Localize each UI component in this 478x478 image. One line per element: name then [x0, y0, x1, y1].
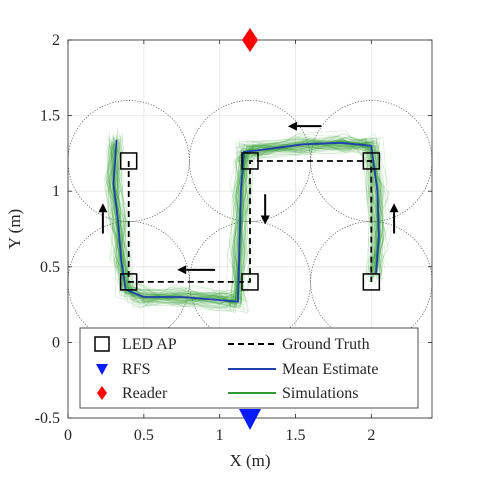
simulation-path-51 — [111, 138, 379, 303]
y-tick-label-4: 1.5 — [40, 108, 60, 125]
simulation-path-24 — [108, 141, 384, 302]
simulation-path-42 — [108, 135, 384, 307]
simulation-path-53 — [115, 138, 381, 303]
simulation-path-17 — [106, 137, 385, 309]
y-axis-label: Y (m) — [5, 209, 24, 249]
legend-label-5: Simulations — [282, 385, 358, 402]
legend-label-0: LED AP — [122, 336, 177, 353]
simulation-path-20 — [111, 141, 381, 304]
axis-ticks: 0 0.5 1 1.5 2-0.500.511.52 — [35, 32, 432, 444]
legend-label-2: RFS — [122, 361, 150, 378]
simulation-path-35 — [110, 138, 383, 310]
simulation-path-56 — [117, 136, 377, 306]
simulation-path-26 — [110, 139, 385, 308]
simulation-path-36 — [111, 141, 387, 302]
simulation-path-85 — [107, 135, 374, 309]
x-tick-label-1: 0.5 — [134, 427, 154, 444]
direction-arrow-head-1 — [177, 265, 187, 275]
direction-arrow-head-0 — [98, 203, 108, 213]
simulation-path-22 — [112, 135, 383, 302]
x-tick-label-2: 1 — [216, 427, 224, 444]
simulation-path-62 — [109, 141, 385, 308]
simulation-path-30 — [114, 142, 378, 304]
legend-label-4: Reader — [122, 385, 168, 402]
led-ap-marker-3 — [241, 152, 259, 170]
led-ap-marker-0 — [119, 152, 138, 170]
x-tick-label-4: 2 — [367, 427, 375, 444]
y-tick-label-2: 0.5 — [40, 259, 60, 276]
simulation-path-87 — [117, 136, 375, 312]
simulation-path-54 — [112, 134, 386, 302]
simulation-path-83 — [115, 136, 383, 300]
simulation-path-4 — [110, 140, 387, 299]
direction-arrow-head-2 — [260, 215, 270, 225]
simulation-path-23 — [115, 140, 382, 299]
coverage-circle-0 — [67, 100, 190, 222]
simulation-path-27 — [110, 138, 384, 310]
simulation-path-38 — [107, 135, 381, 308]
legend-label-1: Ground Truth — [282, 336, 370, 353]
simulation-path-55 — [111, 140, 380, 306]
simulation-path-77 — [112, 131, 378, 309]
special-markers — [239, 28, 261, 430]
legend-marker-triangle-down — [96, 364, 108, 375]
ground-truth-line — [127, 160, 373, 283]
led-ap-marker-4 — [362, 152, 381, 170]
simulation-path-76 — [110, 135, 381, 301]
y-tick-label-0: -0.5 — [35, 410, 60, 427]
direction-arrow-head-3 — [287, 121, 297, 131]
simulation-path-89 — [106, 133, 390, 309]
simulation-path-67 — [116, 135, 388, 305]
legend-marker-diamond — [97, 386, 107, 400]
simulation-path-52 — [113, 142, 385, 306]
simulation-path-11 — [109, 138, 381, 305]
y-tick-label-5: 2 — [52, 32, 60, 49]
led-ap-marker-2 — [241, 273, 259, 291]
simulation-path-8 — [105, 137, 384, 310]
y-tick-label-3: 1 — [52, 183, 60, 200]
simulation-path-64 — [110, 134, 381, 304]
simulation-path-1 — [113, 140, 378, 302]
legend: LED AP Ground Truth RFS Mean Estimate Reader… — [79, 327, 419, 409]
legend-label-3: Mean Estimate — [282, 361, 378, 378]
simulation-path-88 — [115, 143, 382, 304]
simulation-path-47 — [105, 139, 382, 313]
simulation-path-13 — [109, 137, 382, 299]
ground-truth-layer — [127, 160, 373, 283]
x-tick-label-3: 1.5 — [286, 427, 306, 444]
simulation-path-7 — [106, 134, 384, 307]
simulation-path-84 — [115, 135, 385, 309]
direction-arrow-head-4 — [389, 203, 399, 213]
led-ap-marker-1 — [119, 273, 138, 291]
simulation-path-81 — [113, 139, 381, 304]
x-axis-label: X (m) — [229, 451, 270, 470]
simulation-path-45 — [108, 135, 374, 309]
simulation-path-28 — [106, 141, 383, 308]
simulation-path-46 — [106, 144, 386, 311]
mean-estimate-line — [112, 139, 380, 303]
simulation-path-82 — [116, 138, 380, 304]
simulation-path-66 — [107, 138, 381, 303]
mean-estimate-layer — [112, 139, 380, 303]
simulation-path-79 — [115, 130, 391, 306]
rfs-marker — [239, 409, 261, 430]
led-ap-markers — [119, 152, 381, 291]
simulation-path-75 — [110, 138, 379, 303]
direction-arrows — [98, 121, 399, 275]
legend-marker-square — [94, 336, 110, 352]
simulation-path-48 — [104, 139, 385, 302]
simulation-path-69 — [109, 131, 392, 303]
simulation-path-2 — [116, 134, 379, 305]
led-ap-marker-5 — [362, 273, 381, 291]
simulation-path-34 — [110, 136, 384, 305]
coverage-circle-2 — [188, 221, 312, 343]
reader-marker — [242, 28, 258, 52]
simulation-path-15 — [113, 140, 382, 307]
y-tick-label-1: 0 — [52, 334, 60, 351]
x-tick-label-0: 0 — [64, 427, 72, 444]
simulation-path-63 — [110, 138, 381, 307]
simulation-path-72 — [108, 141, 383, 303]
simulation-path-57 — [108, 137, 382, 312]
